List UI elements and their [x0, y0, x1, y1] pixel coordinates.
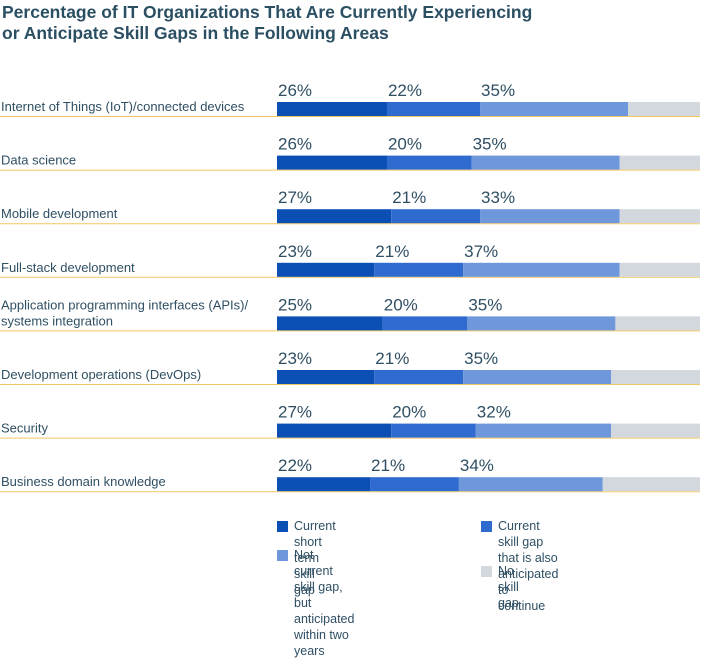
bar-segment-development-operations-devops-current-skill-gap-that-is-also-anticipated-to-continue [374, 370, 464, 384]
bar-segment-mobile-development-not-current-skill-gap-but-anticipated-within-two-years [480, 209, 620, 224]
bar-segment-mobile-development-no-skill-gap [619, 209, 700, 224]
bar-segment-full-stack-development-current-short-term-skill-gap [277, 262, 375, 277]
bar-segment-mobile-development-current-short-term-skill-gap [277, 209, 392, 224]
data-label-internet-of-things-iot-connected-devices-current-skill-gap-that-is-also-anticipated-to-continue: 22% [388, 81, 422, 100]
bar-segment-data-science-no-skill-gap [619, 155, 700, 170]
data-label-full-stack-development-not-current-skill-gap-but-anticipated-within-two-years: 37% [464, 242, 498, 261]
bar-segment-data-science-current-short-term-skill-gap [277, 155, 387, 170]
category-label-security: Security [1, 421, 48, 436]
category-label-data-science: Data science [1, 153, 76, 168]
data-label-development-operations-devops-current-short-term-skill-gap: 23% [278, 349, 312, 368]
legend-swatch-anticipated [277, 550, 288, 561]
data-label-internet-of-things-iot-connected-devices-current-short-term-skill-gap: 26% [278, 81, 312, 100]
stacked-bar-chart: Internet of Things (IoT)/connected devic… [0, 81, 700, 493]
legend-label-anticipated-line-2: anticipated within two years [294, 612, 355, 658]
bar-segment-security-not-current-skill-gap-but-anticipated-within-two-years [475, 423, 612, 438]
category-label-internet-of-things-iot-connected-devices: Internet of Things (IoT)/connected devic… [1, 99, 245, 114]
category-label-application-programming-interfaces-apis-systems-integration-line-1: Application programming interfaces (APIs… [1, 297, 248, 312]
bar-segment-full-stack-development-not-current-skill-gap-but-anticipated-within-two-years [463, 262, 620, 277]
data-label-mobile-development-current-short-term-skill-gap: 27% [278, 188, 312, 207]
chart-title-line-2: or Anticipate Skill Gaps in the Followin… [2, 23, 389, 43]
bar-segment-data-science-current-skill-gap-that-is-also-anticipated-to-continue [386, 155, 472, 170]
category-label-business-domain-knowledge: Business domain knowledge [1, 474, 166, 489]
data-label-application-programming-interfaces-apis-systems-integration-current-skill-gap-that-is-also-anticipated-to-continue: 20% [384, 295, 418, 314]
legend-swatch-current-short-term [277, 521, 288, 532]
data-label-internet-of-things-iot-connected-devices-not-current-skill-gap-but-anticipated-within-two-years: 35% [481, 81, 515, 100]
data-label-security-current-skill-gap-that-is-also-anticipated-to-continue: 20% [392, 403, 426, 422]
chart-legend: Current short term skill gap Current ski… [277, 518, 717, 658]
bar-segment-full-stack-development-no-skill-gap [619, 262, 700, 277]
bar-segment-development-operations-devops-not-current-skill-gap-but-anticipated-within-two-years [463, 370, 612, 384]
legend-label-no-skill-gap: No skill gap [498, 564, 519, 610]
category-label-mobile-development: Mobile development [1, 206, 118, 221]
bar-segment-development-operations-devops-current-short-term-skill-gap [277, 370, 375, 384]
data-label-full-stack-development-current-short-term-skill-gap: 23% [278, 242, 312, 261]
bar-segment-business-domain-knowledge-current-short-term-skill-gap [277, 477, 371, 492]
category-label-application-programming-interfaces-apis-systems-integration-line-2: systems integration [1, 313, 113, 328]
bar-segment-business-domain-knowledge-not-current-skill-gap-but-anticipated-within-two-years [458, 477, 603, 492]
data-label-business-domain-knowledge-current-short-term-skill-gap: 22% [278, 456, 312, 475]
chart-title-line-1: Percentage of IT Organizations That Are … [2, 2, 533, 22]
data-label-full-stack-development-current-skill-gap-that-is-also-anticipated-to-continue: 21% [375, 242, 409, 261]
bar-segment-data-science-not-current-skill-gap-but-anticipated-within-two-years [471, 155, 620, 170]
bar-segment-application-programming-interfaces-apis-systems-integration-current-skill-gap-that-is-also-anticipated-to-continue [382, 316, 468, 331]
bar-segment-mobile-development-current-skill-gap-that-is-also-anticipated-to-continue [391, 209, 481, 224]
bar-segment-internet-of-things-iot-connected-devices-current-short-term-skill-gap [277, 102, 387, 116]
bar-segment-business-domain-knowledge-no-skill-gap [602, 477, 700, 492]
data-label-security-current-short-term-skill-gap: 27% [278, 403, 312, 422]
category-label-development-operations-devops: Development operations (DevOps) [1, 367, 201, 382]
chart-title: Percentage of IT Organizations That Are … [2, 2, 602, 44]
category-label-full-stack-development: Full-stack development [1, 260, 135, 275]
data-label-development-operations-devops-not-current-skill-gap-but-anticipated-within-two-years: 35% [464, 349, 498, 368]
bar-segment-internet-of-things-iot-connected-devices-not-current-skill-gap-but-anticipated-within-two-years [480, 102, 629, 116]
data-label-business-domain-knowledge-current-skill-gap-that-is-also-anticipated-to-continue: 21% [371, 456, 405, 475]
data-label-mobile-development-not-current-skill-gap-but-anticipated-within-two-years: 33% [481, 188, 515, 207]
data-label-data-science-current-skill-gap-that-is-also-anticipated-to-continue: 20% [388, 135, 422, 154]
legend-swatch-no-skill-gap [481, 566, 492, 577]
data-label-security-not-current-skill-gap-but-anticipated-within-two-years: 32% [477, 403, 511, 422]
bar-segment-internet-of-things-iot-connected-devices-current-skill-gap-that-is-also-anticipated-to-continue [386, 102, 481, 116]
legend-swatch-current-continue [481, 521, 492, 532]
data-label-mobile-development-current-skill-gap-that-is-also-anticipated-to-continue: 21% [392, 188, 426, 207]
legend-label-current-continue-line-1: Current skill gap that is also [498, 519, 558, 565]
data-label-application-programming-interfaces-apis-systems-integration-not-current-skill-gap-but-anticipated-within-two-years: 35% [468, 295, 502, 314]
data-label-business-domain-knowledge-not-current-skill-gap-but-anticipated-within-two-years: 34% [460, 456, 494, 475]
data-label-application-programming-interfaces-apis-systems-integration-current-short-term-skill-gap: 25% [278, 295, 312, 314]
bar-segment-security-current-skill-gap-that-is-also-anticipated-to-continue [391, 423, 476, 438]
bar-segment-business-domain-knowledge-current-skill-gap-that-is-also-anticipated-to-continue [370, 477, 459, 492]
bar-segment-internet-of-things-iot-connected-devices-no-skill-gap [628, 102, 700, 116]
bar-segment-security-no-skill-gap [611, 423, 700, 438]
legend-label-anticipated-line-1: Not current skill gap, but [294, 548, 343, 610]
bar-segment-full-stack-development-current-skill-gap-that-is-also-anticipated-to-continue [374, 262, 464, 277]
data-label-data-science-current-short-term-skill-gap: 26% [278, 135, 312, 154]
legend-label-current-short-term: Current short term skill gap [294, 519, 336, 597]
data-label-data-science-not-current-skill-gap-but-anticipated-within-two-years: 35% [473, 135, 507, 154]
bar-segment-application-programming-interfaces-apis-systems-integration-no-skill-gap [615, 316, 700, 331]
bar-segment-security-current-short-term-skill-gap [277, 423, 392, 438]
bar-segment-application-programming-interfaces-apis-systems-integration-not-current-skill-gap-but-anticipated-within-two-years [467, 316, 616, 331]
bar-segment-development-operations-devops-no-skill-gap [611, 370, 700, 384]
data-label-development-operations-devops-current-skill-gap-that-is-also-anticipated-to-continue: 21% [375, 349, 409, 368]
bar-segment-application-programming-interfaces-apis-systems-integration-current-short-term-skill-gap [277, 316, 383, 331]
